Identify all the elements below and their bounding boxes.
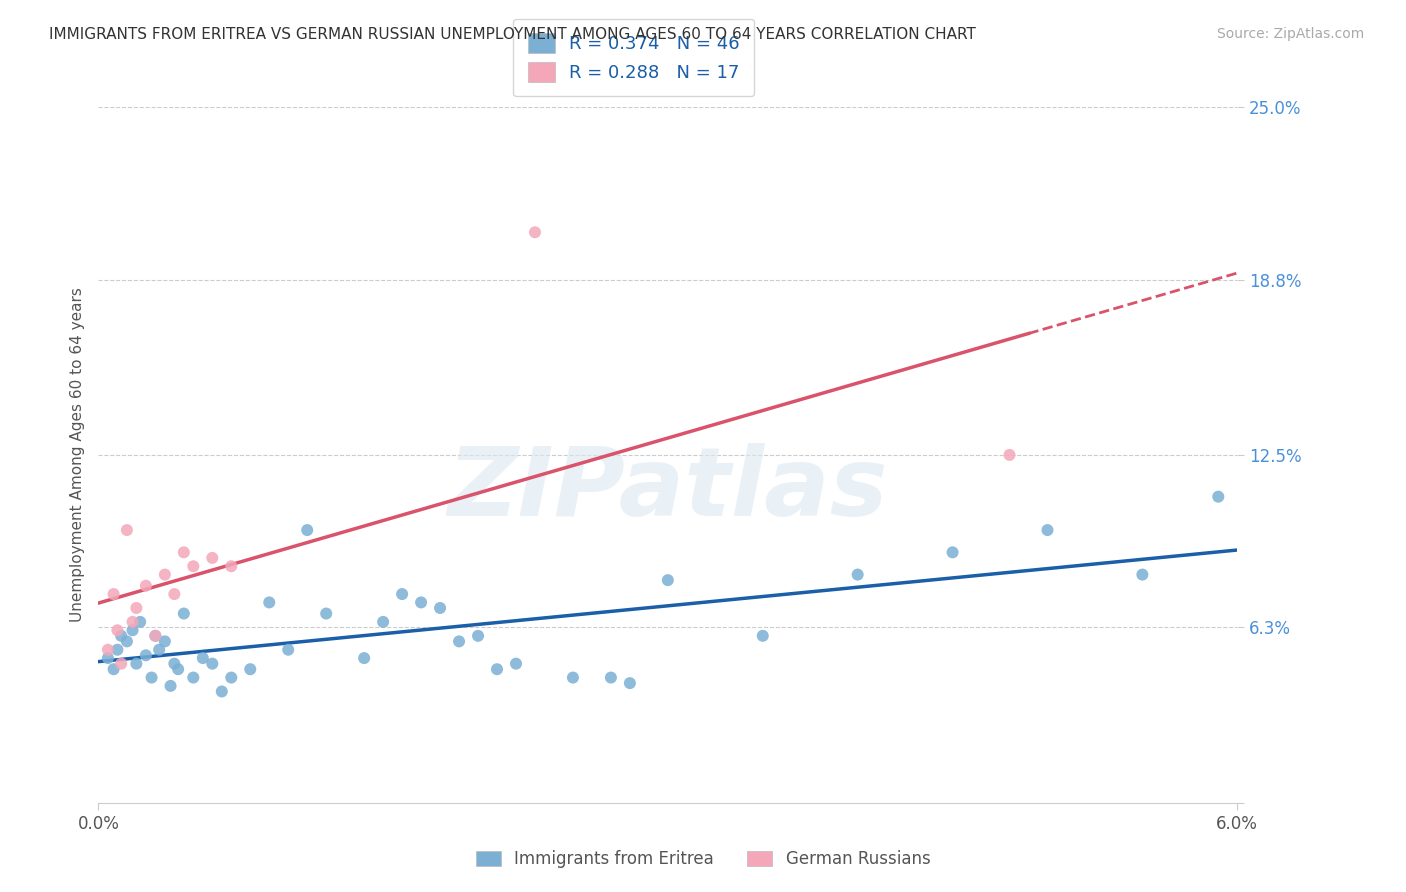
- Point: [183, 559, 205, 574]
- Point: [1130, 567, 1153, 582]
- Point: [505, 657, 527, 671]
- Point: [561, 671, 585, 685]
- Point: [97, 642, 120, 657]
- Text: IMMIGRANTS FROM ERITREA VS GERMAN RUSSIAN UNEMPLOYMENT AMONG AGES 60 TO 64 YEARS: IMMIGRANTS FROM ERITREA VS GERMAN RUSSIA…: [49, 27, 976, 42]
- Point: [467, 629, 489, 643]
- Point: [411, 595, 433, 609]
- Point: [201, 550, 224, 565]
- Point: [846, 567, 869, 582]
- Point: [125, 601, 148, 615]
- Point: [371, 615, 394, 629]
- Point: [159, 679, 181, 693]
- Point: [447, 634, 470, 648]
- Point: [173, 607, 195, 621]
- Point: [153, 634, 176, 648]
- Point: [391, 587, 413, 601]
- Point: [429, 601, 451, 615]
- Point: [148, 642, 170, 657]
- Point: [259, 595, 281, 609]
- Point: [1208, 490, 1230, 504]
- Point: [297, 523, 319, 537]
- Point: [163, 587, 186, 601]
- Point: [135, 579, 157, 593]
- Point: [135, 648, 157, 663]
- Point: [219, 671, 243, 685]
- Point: [219, 559, 243, 574]
- Point: [211, 684, 233, 698]
- Point: [657, 573, 679, 587]
- Point: [600, 671, 623, 685]
- Point: [107, 642, 129, 657]
- Point: [145, 629, 166, 643]
- Point: [942, 545, 965, 559]
- Point: [315, 607, 337, 621]
- Point: [752, 629, 775, 643]
- Point: [97, 651, 120, 665]
- Point: [191, 651, 214, 665]
- Point: [619, 676, 641, 690]
- Point: [201, 657, 224, 671]
- Text: Source: ZipAtlas.com: Source: ZipAtlas.com: [1216, 27, 1364, 41]
- Point: [183, 671, 205, 685]
- Point: [163, 657, 186, 671]
- Point: [110, 629, 132, 643]
- Y-axis label: Unemployment Among Ages 60 to 64 years: Unemployment Among Ages 60 to 64 years: [69, 287, 84, 623]
- Point: [523, 225, 546, 239]
- Point: [353, 651, 375, 665]
- Point: [153, 567, 176, 582]
- Point: [125, 657, 148, 671]
- Legend: R = 0.374   N = 46, R = 0.288   N = 17: R = 0.374 N = 46, R = 0.288 N = 17: [513, 19, 754, 96]
- Point: [121, 624, 143, 638]
- Point: [167, 662, 190, 676]
- Point: [998, 448, 1021, 462]
- Point: [1036, 523, 1059, 537]
- Point: [115, 634, 138, 648]
- Point: [115, 523, 138, 537]
- Point: [103, 662, 125, 676]
- Point: [110, 657, 132, 671]
- Point: [239, 662, 262, 676]
- Point: [103, 587, 125, 601]
- Point: [173, 545, 195, 559]
- Point: [121, 615, 143, 629]
- Point: [129, 615, 152, 629]
- Point: [486, 662, 509, 676]
- Point: [145, 629, 166, 643]
- Point: [107, 624, 129, 638]
- Point: [141, 671, 163, 685]
- Legend: Immigrants from Eritrea, German Russians: Immigrants from Eritrea, German Russians: [470, 844, 936, 875]
- Point: [277, 642, 299, 657]
- Text: ZIPatlas: ZIPatlas: [447, 443, 889, 536]
